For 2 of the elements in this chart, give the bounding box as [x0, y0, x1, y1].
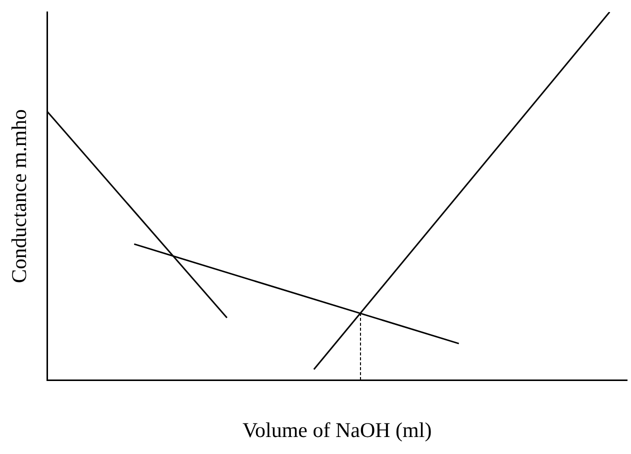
- y-axis-title: Conductance m.mho: [7, 109, 32, 284]
- x-axis-title: Volume of NaOH (ml): [242, 418, 432, 442]
